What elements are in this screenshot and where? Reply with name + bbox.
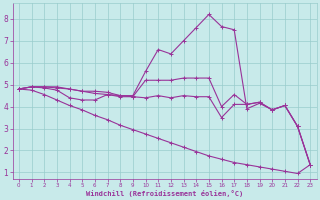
X-axis label: Windchill (Refroidissement éolien,°C): Windchill (Refroidissement éolien,°C) bbox=[86, 190, 243, 197]
